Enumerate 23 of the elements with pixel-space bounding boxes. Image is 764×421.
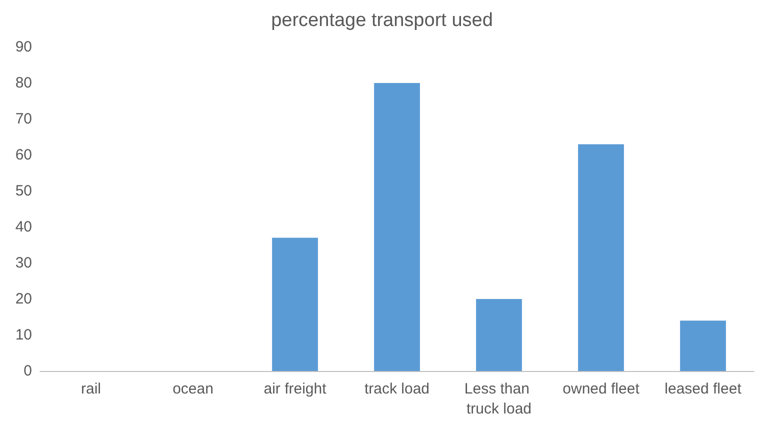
bar	[374, 83, 420, 371]
x-tick-label: ocean	[172, 380, 214, 398]
x-tick-label: rail	[80, 380, 102, 398]
y-tick-label: 70	[15, 110, 32, 128]
bar	[272, 238, 318, 371]
x-tick-label: air freight	[264, 380, 328, 398]
y-tick-label: 60	[15, 146, 32, 164]
bar	[476, 299, 522, 371]
y-tick-label: 20	[15, 290, 32, 308]
y-tick-label: 30	[15, 254, 32, 272]
y-tick-label: 40	[15, 218, 32, 236]
y-tick-label: 10	[15, 326, 32, 344]
x-tick-label: leased fleet	[664, 380, 742, 398]
y-tick-label: 90	[15, 38, 32, 56]
y-tick-label: 80	[15, 74, 32, 92]
y-tick-label: 50	[15, 182, 32, 200]
x-tick-label: Less than truck load	[464, 380, 534, 418]
y-tick-label: 0	[24, 362, 32, 380]
x-tick-label: track load	[364, 380, 430, 398]
bar	[578, 144, 624, 371]
x-tick-label: owned fleet	[562, 380, 640, 398]
chart-title: percentage transport used	[271, 10, 493, 31]
bar	[680, 320, 726, 371]
